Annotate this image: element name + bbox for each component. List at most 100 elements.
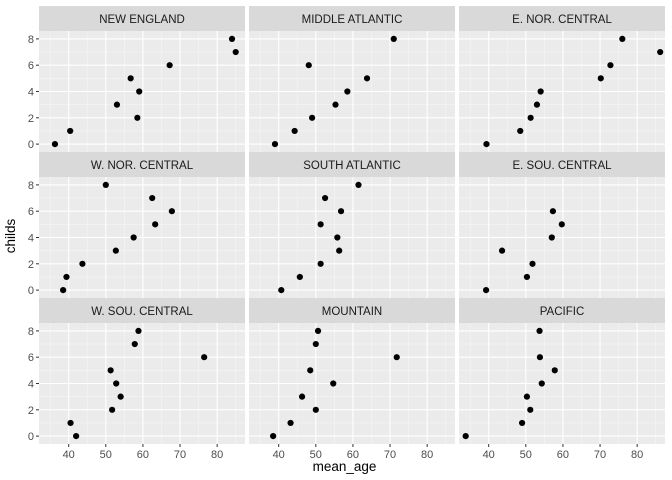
data-point: [287, 419, 294, 427]
data-point: [518, 419, 526, 427]
data-point: [548, 234, 555, 241]
y-tick-label: 8: [28, 34, 34, 46]
x-tick-label: 80: [631, 449, 643, 461]
x-tick-label: 70: [174, 449, 186, 461]
data-point: [113, 101, 121, 108]
y-tick-label: 8: [28, 180, 34, 192]
y-tick-label: 8: [28, 326, 34, 338]
facet-strip: [249, 298, 455, 323]
facet-strip-label: W. NOR. CENTRAL: [91, 160, 194, 172]
facet-strip-label: MIDDLE ATLANTIC: [302, 14, 403, 26]
x-axis-title: mean_age: [313, 459, 377, 474]
facet-strip: [459, 6, 665, 31]
data-point: [537, 88, 544, 95]
x-tick-label: 50: [310, 449, 322, 461]
y-tick-label: 0: [28, 285, 34, 297]
data-point: [317, 260, 324, 267]
x-tick-label: 80: [211, 449, 223, 461]
data-point: [363, 75, 371, 82]
facet-panel: PACIFIC 40 50 60 70 80: [459, 298, 665, 461]
data-point: [73, 433, 80, 440]
data-point: [291, 127, 298, 135]
data-point: [549, 208, 557, 215]
y-tick-label: 2: [28, 113, 34, 125]
data-point: [271, 141, 279, 148]
x-tick-label: 60: [557, 449, 569, 461]
data-point: [232, 48, 239, 56]
x-tick-label: 60: [137, 449, 149, 461]
data-point: [462, 433, 469, 440]
data-point: [527, 406, 534, 413]
facet-strip-label: MOUNTAIN: [322, 306, 382, 318]
data-point: [117, 393, 124, 400]
data-point: [482, 287, 490, 294]
y-tick-label: 4: [28, 233, 34, 245]
data-point: [657, 48, 664, 56]
data-point: [201, 354, 208, 361]
data-point: [314, 327, 322, 334]
facet-strip: [459, 152, 665, 177]
data-point: [51, 141, 59, 148]
data-point: [533, 101, 541, 108]
data-point: [67, 127, 74, 135]
data-point: [149, 194, 156, 202]
facet-panel: NEW ENGLAND 0 2 4 6 8: [28, 6, 245, 152]
y-tick-label: 6: [28, 206, 34, 218]
facet-panel: W. NOR. CENTRAL 0 2 4 6 8: [28, 152, 245, 298]
data-point: [332, 101, 339, 108]
y-tick-label: 0: [28, 431, 34, 443]
x-tick-label: 60: [347, 449, 359, 461]
y-tick-label: 6: [28, 352, 34, 364]
x-tick-label: 80: [421, 449, 433, 461]
data-point: [321, 194, 329, 202]
data-point: [308, 114, 316, 121]
data-point: [355, 181, 362, 188]
data-point: [536, 354, 544, 361]
data-point: [619, 35, 626, 42]
data-point: [107, 367, 114, 374]
data-point: [134, 114, 141, 121]
facet-panel: E. SOU. CENTRAL: [459, 152, 665, 298]
data-point: [270, 433, 277, 440]
facet-strip: [39, 6, 245, 31]
y-tick-label: 6: [28, 60, 34, 72]
y-tick-label: 4: [28, 379, 34, 391]
data-point: [152, 221, 159, 228]
data-point: [296, 273, 303, 281]
x-tick-label: 70: [594, 449, 606, 461]
y-tick-label: 2: [28, 259, 34, 271]
data-point: [305, 62, 312, 69]
data-point: [135, 327, 142, 334]
data-point: [102, 181, 109, 188]
data-point: [558, 221, 565, 228]
facet-strip: [459, 298, 665, 323]
data-point: [517, 127, 524, 135]
data-point: [228, 35, 236, 42]
data-point: [312, 406, 319, 413]
y-axis-title: childs: [3, 218, 18, 253]
data-point: [393, 354, 400, 361]
x-tick-label: 40: [63, 449, 75, 461]
facet-panel: MOUNTAIN 40 50 60 70 80: [249, 298, 455, 461]
data-point: [483, 141, 490, 148]
panels: NEW ENGLAND 0 2 4 6 8 MIDDLE ATLANTIC E. NOR. C…: [28, 6, 665, 461]
data-point: [527, 114, 534, 121]
x-tick-label: 40: [483, 449, 495, 461]
data-point: [63, 273, 70, 281]
y-tick-label: 0: [28, 139, 34, 151]
facet-strip-label: SOUTH ATLANTIC: [303, 160, 401, 172]
y-tick-label: 2: [28, 405, 34, 417]
data-point: [127, 75, 134, 82]
facet-strip-label: E. NOR. CENTRAL: [512, 14, 612, 26]
facet-panel: MIDDLE ATLANTIC: [249, 6, 455, 152]
data-point: [498, 247, 506, 254]
x-tick-label: 70: [384, 449, 396, 461]
data-point: [390, 35, 397, 42]
data-point: [112, 247, 119, 254]
data-point: [166, 62, 173, 69]
data-point: [538, 380, 545, 387]
data-point: [344, 88, 351, 95]
data-point: [523, 273, 531, 281]
data-point: [278, 287, 285, 294]
